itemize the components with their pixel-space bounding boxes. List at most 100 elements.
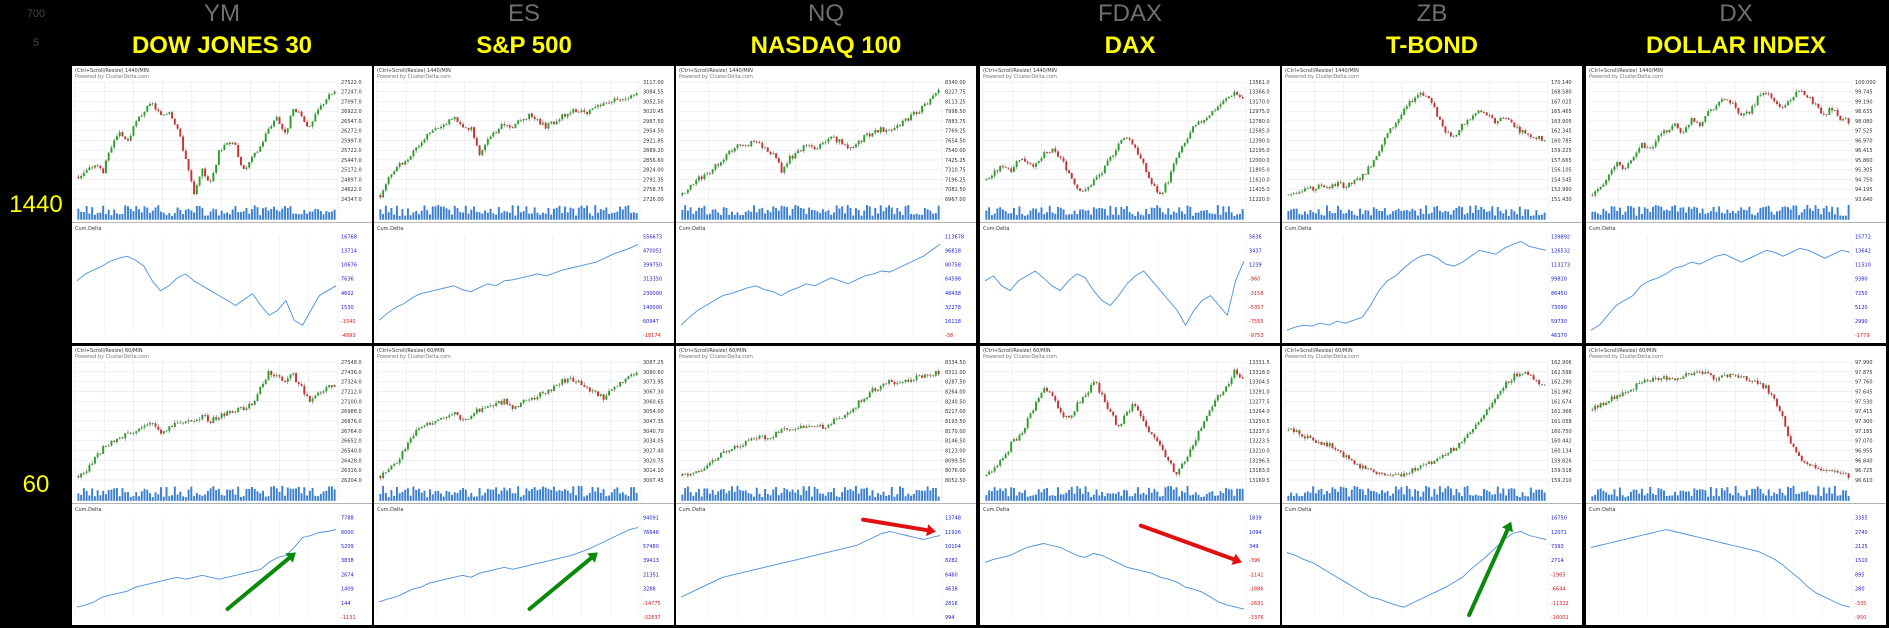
chart-panel-fdax-60[interactable]: (Ctrl+Scroll/Resize) 60/MIN Powered by Cl… xyxy=(980,346,1280,625)
candle-body xyxy=(314,395,317,399)
volume-bar xyxy=(915,213,918,220)
chart-panel-zb-1440[interactable]: (Ctrl+Scroll/Resize) 1440/MIN Powered by … xyxy=(1282,66,1582,343)
candle-body xyxy=(140,427,143,429)
candle-body xyxy=(1040,158,1043,161)
volume-bar xyxy=(1643,495,1646,501)
candle-body xyxy=(708,173,711,175)
volume-bar xyxy=(88,213,91,220)
candle-body xyxy=(517,120,520,124)
candle-body xyxy=(451,414,453,416)
candle-body xyxy=(929,98,932,105)
volume-bar xyxy=(1092,207,1095,220)
powered-by-text: Powered by ClusterDelta.com xyxy=(983,74,1057,80)
volume-bar xyxy=(1787,207,1789,220)
volume-bar xyxy=(1350,210,1353,220)
chart-panel-fdax-1440[interactable]: (Ctrl+Scroll/Resize) 1440/MIN Powered by … xyxy=(980,66,1280,343)
volume-bar xyxy=(1046,488,1048,501)
volume-bar xyxy=(459,490,462,501)
volume-bar xyxy=(1328,493,1331,501)
candle-body xyxy=(1364,465,1367,470)
volume-bar xyxy=(80,211,83,220)
candle-body xyxy=(1394,474,1397,476)
candle-body xyxy=(706,465,709,469)
candle-body xyxy=(602,103,605,106)
chart-panel-ym-1440[interactable]: (Ctrl+Scroll/Resize) 1440/MIN Powered by … xyxy=(72,66,372,343)
volume-bar xyxy=(1833,486,1836,501)
volume-bar xyxy=(1425,485,1428,501)
chart-panel-es-1440[interactable]: (Ctrl+Scroll/Resize) 1440/MIN Powered by … xyxy=(374,66,674,343)
chart-panel-dx-1440[interactable]: (Ctrl+Scroll/Resize) 1440/MIN Powered by … xyxy=(1586,66,1886,343)
candle-body xyxy=(827,424,830,428)
candle-body xyxy=(1131,404,1134,411)
volume-bar xyxy=(1295,493,1298,501)
candle-body xyxy=(1652,146,1654,149)
candle-body xyxy=(1189,132,1192,139)
candle-body xyxy=(1795,446,1798,453)
volume-bar xyxy=(1320,488,1323,501)
volume-bar xyxy=(912,493,915,501)
candle-body xyxy=(1117,424,1120,427)
price-axis-tick: 93.640 xyxy=(1855,197,1873,203)
volume-bar xyxy=(1023,215,1026,220)
chart-panel-nq-60[interactable]: (Ctrl+Scroll/Resize) 60/MIN Powered by Cl… xyxy=(676,346,976,625)
volume-bars xyxy=(1287,485,1546,501)
volume-bar xyxy=(533,207,536,220)
candle-body xyxy=(558,384,561,386)
volume-bar xyxy=(306,213,309,220)
candle-body xyxy=(1720,375,1723,378)
candle-body xyxy=(382,472,385,479)
price-axis-tick: 27522.0 xyxy=(341,80,362,86)
candle-body xyxy=(138,116,140,122)
volume-bar xyxy=(719,215,722,220)
market-name-dow: DOW JONES 30 xyxy=(131,32,313,59)
volume-bar xyxy=(107,209,110,220)
volume-bar xyxy=(750,493,753,501)
volume-bar xyxy=(838,497,841,501)
candle-body xyxy=(1337,449,1339,451)
candle-body xyxy=(725,451,728,453)
volume-bar xyxy=(1125,490,1128,501)
candle-body xyxy=(552,121,555,125)
delta-axis-tick: 1839 xyxy=(1249,516,1262,522)
candle-body xyxy=(1065,161,1068,171)
candle-body xyxy=(1007,167,1010,169)
candle-body xyxy=(1844,473,1847,475)
volume-bar xyxy=(1397,489,1400,501)
volume-bar xyxy=(1164,214,1167,220)
candle-body xyxy=(1150,432,1153,435)
volume-bar xyxy=(264,496,267,501)
candle-body xyxy=(932,375,935,377)
volume-bar xyxy=(1726,487,1729,501)
candle-body xyxy=(1170,460,1172,464)
candle-body xyxy=(1516,373,1519,377)
volume-bar xyxy=(239,497,242,501)
candle-body xyxy=(1817,103,1820,108)
volume-bar xyxy=(1712,495,1715,501)
chart-panel-ym-60[interactable]: (Ctrl+Scroll/Resize) 60/MIN Powered by Cl… xyxy=(72,346,372,625)
candle-body xyxy=(739,144,742,146)
candle-body xyxy=(171,426,174,428)
price-axis-tick: 3027.40 xyxy=(643,448,664,454)
chart-panel-zb-60[interactable]: (Ctrl+Scroll/Resize) 60/MIN Powered by Cl… xyxy=(1282,346,1582,625)
volume-bar xyxy=(322,491,325,501)
volume-bar xyxy=(528,490,531,501)
candle-body xyxy=(1618,161,1621,166)
candle-body xyxy=(1671,377,1674,379)
volume-bar xyxy=(1051,495,1054,501)
volume-bar xyxy=(874,496,877,501)
candle-body xyxy=(151,103,154,105)
candle-body xyxy=(703,174,706,179)
candle-body xyxy=(459,122,462,125)
candle-body xyxy=(846,412,849,416)
delta-axis-tick: 144 xyxy=(341,601,351,607)
volume-bar xyxy=(725,493,728,501)
volume-bar xyxy=(921,490,924,501)
candle-body xyxy=(284,129,286,133)
chart-panel-dx-60[interactable]: (Ctrl+Scroll/Resize) 60/MIN Powered by Cl… xyxy=(1586,346,1886,625)
volume-bar xyxy=(1145,494,1148,501)
chart-panel-es-60[interactable]: (Ctrl+Scroll/Resize) 60/MIN Powered by Cl… xyxy=(374,346,674,625)
volume-bar xyxy=(1241,488,1244,501)
volume-bar xyxy=(1474,205,1477,220)
volume-bar xyxy=(616,211,619,220)
chart-panel-nq-1440[interactable]: (Ctrl+Scroll/Resize) 1440/MIN Powered by … xyxy=(676,66,976,343)
